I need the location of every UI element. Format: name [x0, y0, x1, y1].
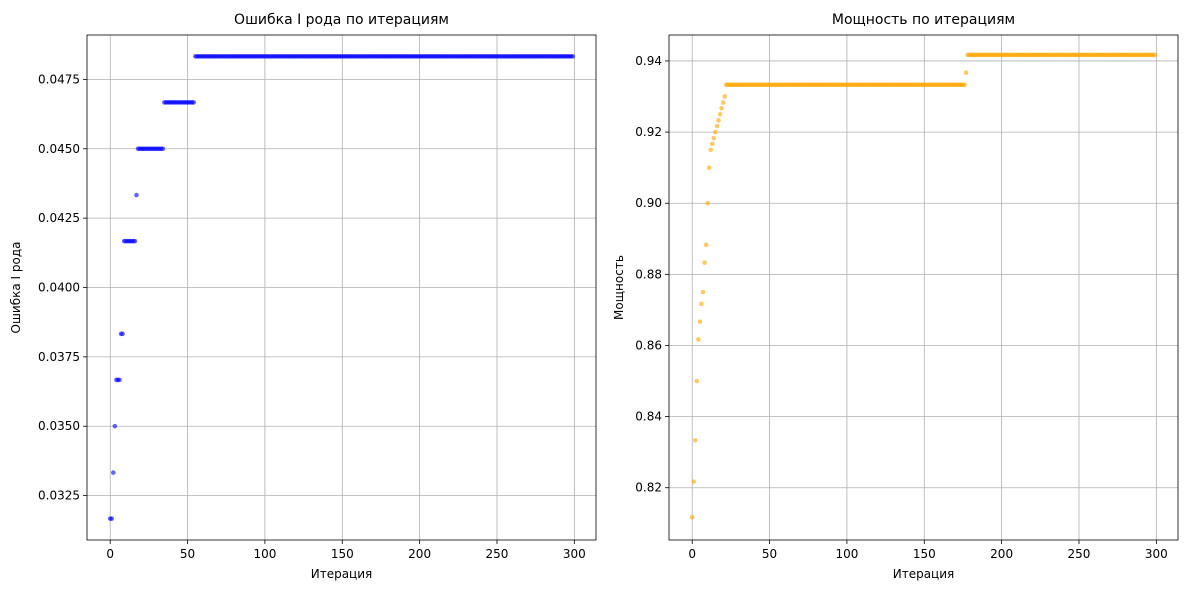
- data-point: [1152, 52, 1158, 58]
- data-point: [963, 70, 969, 75]
- x-tick-label: 0: [106, 547, 114, 561]
- y-tick-label: 0.0400: [38, 281, 80, 295]
- y-tick-label: 0.0475: [38, 72, 80, 86]
- grid: [87, 35, 596, 540]
- data-point: [711, 135, 717, 141]
- x-axis-label: Итерация: [893, 567, 955, 581]
- data-point: [112, 423, 118, 429]
- data-point: [722, 94, 727, 99]
- y-tick-label: 0.0450: [38, 142, 80, 156]
- x-tick-label: 100: [253, 547, 276, 561]
- y-tick-label: 0.88: [635, 267, 662, 281]
- data-points: [107, 54, 576, 521]
- grid: [669, 35, 1178, 540]
- data-point: [713, 129, 718, 135]
- data-point: [706, 165, 712, 170]
- y-axis-label: Мощность: [612, 255, 626, 320]
- data-point: [710, 141, 715, 147]
- chart-title: Мощность по итерациям: [832, 12, 1015, 28]
- data-point: [109, 516, 115, 521]
- data-point: [962, 82, 967, 88]
- data-point: [134, 192, 139, 198]
- data-point: [689, 514, 695, 520]
- y-tick-label: 0.84: [635, 410, 662, 424]
- y-tick-label: 0.86: [635, 338, 662, 352]
- data-point: [703, 242, 709, 248]
- chart-type1-error: Ошибка I рода по итерациям Итерация Ошиб…: [9, 12, 597, 581]
- x-axis-label: Итерация: [311, 567, 373, 581]
- plot-frame: [668, 34, 1179, 541]
- x-tick-label: 250: [1068, 547, 1091, 561]
- ticks: 0 50 100 150 200 250 300 0.82 0.84 0.86 0.88 0.90 0.…: [635, 54, 1168, 561]
- data-point: [708, 147, 714, 153]
- data-point: [191, 100, 197, 105]
- data-point: [699, 301, 704, 307]
- ticks: 0 50 100 150 200 250 300 0.0325 0.0350 0.0375 0.04…: [38, 72, 586, 561]
- y-tick-label: 0.82: [635, 481, 662, 495]
- data-point: [720, 100, 726, 105]
- x-tick-label: 50: [762, 547, 777, 561]
- x-tick-label: 50: [180, 547, 195, 561]
- x-tick-label: 250: [486, 547, 509, 561]
- y-axis-label: Ошибка I рода: [9, 241, 23, 333]
- data-point: [120, 331, 125, 337]
- data-point: [714, 123, 720, 129]
- data-points: [689, 52, 1158, 520]
- data-point: [705, 200, 710, 206]
- data-point: [719, 105, 724, 111]
- y-tick-label: 0.0375: [38, 350, 80, 364]
- data-point: [132, 238, 138, 244]
- x-tick-label: 200: [990, 547, 1013, 561]
- data-point: [700, 289, 706, 295]
- data-point: [570, 54, 576, 59]
- x-tick-label: 100: [835, 547, 858, 561]
- data-point: [160, 146, 166, 152]
- data-point: [691, 479, 697, 484]
- plot-frame: [86, 34, 597, 541]
- x-tick-label: 200: [408, 547, 431, 561]
- data-point: [117, 377, 122, 383]
- data-point: [694, 378, 700, 384]
- data-point: [111, 470, 116, 475]
- data-point: [716, 118, 721, 123]
- y-tick-label: 0.90: [635, 196, 662, 210]
- data-point: [693, 438, 698, 443]
- data-point: [702, 260, 707, 265]
- data-point: [697, 319, 703, 324]
- chart-power: Мощность по итерациям Итерация Мощность …: [612, 12, 1179, 581]
- chart-title: Ошибка I рода по итерациям: [234, 12, 449, 28]
- y-tick-label: 0.0350: [38, 419, 80, 433]
- data-point: [717, 112, 723, 117]
- y-tick-label: 0.92: [635, 125, 662, 139]
- x-tick-label: 0: [688, 547, 696, 561]
- x-tick-label: 150: [331, 547, 354, 561]
- x-tick-label: 300: [1145, 547, 1168, 561]
- y-tick-label: 0.0325: [38, 489, 80, 503]
- x-tick-label: 150: [913, 547, 936, 561]
- y-tick-label: 0.0425: [38, 211, 80, 225]
- x-tick-label: 300: [563, 547, 586, 561]
- data-point: [696, 337, 701, 342]
- y-tick-label: 0.94: [635, 54, 662, 68]
